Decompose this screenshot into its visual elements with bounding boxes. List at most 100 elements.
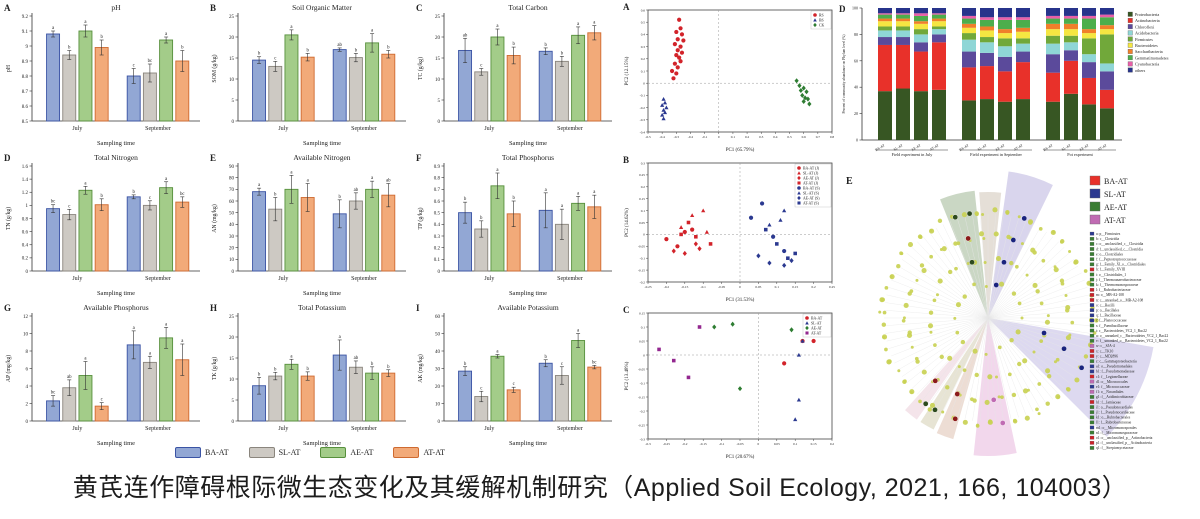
svg-text:25: 25 bbox=[229, 15, 235, 20]
svg-text:20: 20 bbox=[435, 385, 441, 390]
svg-text:a: a bbox=[307, 179, 310, 184]
svg-text:b: b bbox=[464, 197, 467, 202]
svg-text:15: 15 bbox=[229, 57, 235, 62]
svg-text:-0.1: -0.1 bbox=[701, 285, 707, 289]
svg-text:0.3: 0.3 bbox=[434, 235, 441, 240]
svg-text:TC (g/kg): TC (g/kg) bbox=[417, 57, 424, 80]
svg-text:0.15: 0.15 bbox=[792, 285, 798, 289]
svg-text:0.05: 0.05 bbox=[774, 442, 780, 446]
svg-text:c: c bbox=[513, 382, 515, 387]
svg-text:BA-AT: BA-AT bbox=[1042, 143, 1054, 152]
svg-text:t: c__Bacteroidetes_VC2_1_Bac2: t: c__Bacteroidetes_VC2_1_Bac22 bbox=[1096, 329, 1147, 333]
svg-text:-0.25: -0.25 bbox=[644, 285, 651, 289]
svg-text:others: others bbox=[1135, 68, 1146, 73]
svg-text:b: b bbox=[387, 45, 390, 50]
svg-text:a: a bbox=[577, 191, 580, 196]
svg-text:g1: f__Acidimicrobiaceae: g1: f__Acidimicrobiaceae bbox=[1096, 395, 1134, 399]
svg-text:-0.1: -0.1 bbox=[640, 381, 646, 385]
svg-text:0.6: 0.6 bbox=[641, 8, 646, 12]
svg-text:AT-AT: AT-AT bbox=[1104, 216, 1126, 225]
svg-text:SOM (g/kg): SOM (g/kg) bbox=[211, 54, 218, 82]
svg-text:c: c bbox=[274, 56, 276, 61]
panel-e-lefse-cladogram: E BA-AT SL-AT AE-AT AT-AT a: p__Firmicutesb: … bbox=[846, 171, 1168, 457]
svg-text:10: 10 bbox=[435, 78, 441, 83]
svg-text:a: a bbox=[545, 188, 548, 193]
svg-text:ab: ab bbox=[354, 188, 359, 193]
svg-text:0: 0 bbox=[232, 120, 235, 125]
svg-text:0.2: 0.2 bbox=[641, 57, 646, 61]
svg-text:0.4: 0.4 bbox=[22, 244, 29, 249]
svg-text:o1: o__unclassified_p__Actinob: o1: o__unclassified_p__Actinobacteria bbox=[1096, 436, 1153, 440]
panel-b-som-chart: Soil Organic Matter B 0 5 10 15 20 25 SOM (g/kg)… bbox=[210, 3, 406, 147]
svg-text:5: 5 bbox=[232, 99, 235, 104]
svg-text:AE-AT: AE-AT bbox=[911, 143, 923, 152]
svg-text:July: July bbox=[484, 276, 494, 282]
pca-plots: A -0.5 -0.4 -0.3 -0.2 -0.1 0 0.1 0.2 0.3 0.4 0.5 0.6… bbox=[622, 0, 838, 465]
svg-text:AE-AT (S): AE-AT (S) bbox=[803, 197, 820, 201]
svg-text:g: f__Family_XI_o__Clostridial: g: f__Family_XI_o__Clostridiales bbox=[1096, 263, 1146, 267]
svg-text:BA-AT: BA-AT bbox=[1104, 177, 1128, 186]
legend-swatch bbox=[393, 447, 420, 458]
svg-text:c: c bbox=[149, 196, 151, 201]
svg-text:0.5: 0.5 bbox=[434, 211, 441, 216]
svg-text:-0.3: -0.3 bbox=[674, 135, 680, 139]
svg-text:Proteobacteria: Proteobacteria bbox=[1135, 12, 1159, 17]
svg-text:Sampling time: Sampling time bbox=[97, 440, 135, 447]
svg-text:d: f__unclassified_c__Clostrid: d: f__unclassified_c__Clostridia bbox=[1096, 247, 1143, 251]
svg-text:AE-AT: AE-AT bbox=[1079, 143, 1091, 152]
svg-text:Sampling time: Sampling time bbox=[303, 140, 341, 147]
svg-text:September: September bbox=[145, 426, 171, 432]
svg-text:-0.15: -0.15 bbox=[700, 442, 707, 446]
svg-text:PC2 (13.48%): PC2 (13.48%) bbox=[625, 361, 630, 390]
svg-text:30: 30 bbox=[435, 367, 441, 372]
svg-text:15: 15 bbox=[435, 57, 441, 62]
svg-text:n: c__unranked_o__MB-A2-108: n: c__unranked_o__MB-A2-108 bbox=[1096, 298, 1143, 302]
svg-text:July: July bbox=[72, 426, 82, 432]
legend-swatch bbox=[248, 447, 275, 458]
svg-text:c: c bbox=[480, 64, 482, 69]
panel-a-ph-chart: pH A 8.5 8.6 8.7 8.8 8.9 9 9.1 9.2 pH a b a b July c bc a b… bbox=[4, 3, 200, 147]
svg-text:AN (mg/kg): AN (mg/kg) bbox=[211, 204, 218, 233]
svg-text:b: b bbox=[512, 42, 515, 47]
svg-text:50: 50 bbox=[229, 211, 235, 216]
svg-text:D: D bbox=[4, 153, 11, 163]
svg-text:b: b bbox=[258, 52, 261, 57]
svg-text:15: 15 bbox=[229, 357, 235, 362]
svg-text:0.7: 0.7 bbox=[816, 135, 821, 139]
svg-text:H: H bbox=[210, 303, 217, 313]
svg-text:Cyanobacteria: Cyanobacteria bbox=[1135, 62, 1159, 67]
svg-text:0.6: 0.6 bbox=[22, 230, 29, 235]
svg-text:-0.2: -0.2 bbox=[640, 280, 646, 284]
svg-text:6: 6 bbox=[26, 367, 29, 372]
svg-text:10: 10 bbox=[229, 78, 235, 83]
svg-text:0: 0 bbox=[232, 270, 235, 275]
panel-d-total-nitrogen-chart: Total Nitrogen D 0 0.2 0.4 0.6 0.8 1 1.2 1.4 1.6 TN… bbox=[4, 153, 200, 297]
svg-text:CK: CK bbox=[819, 24, 825, 28]
panel-i-available-potassium-chart: Available Potassium I 0 10 20 30 40 50 60 AK (mg/… bbox=[416, 303, 612, 447]
svg-text:SL-AT (S): SL-AT (S) bbox=[803, 192, 820, 196]
svg-text:0.1: 0.1 bbox=[641, 325, 646, 329]
svg-text:0.7: 0.7 bbox=[434, 188, 441, 193]
soil-property-bar-charts: pH A 8.5 8.6 8.7 8.8 8.9 9 9.1 9.2 pH a b a b July c bc a b… bbox=[2, 0, 622, 465]
svg-text:b: b bbox=[100, 35, 103, 40]
svg-text:0.05: 0.05 bbox=[755, 285, 761, 289]
svg-text:Sampling time: Sampling time bbox=[509, 440, 547, 447]
svg-text:n1: f__Micromonosporaceae: n1: f__Micromonosporaceae bbox=[1096, 431, 1138, 435]
svg-text:b: b bbox=[464, 362, 467, 367]
svg-text:TP (g/kg): TP (g/kg) bbox=[417, 207, 424, 229]
svg-text:-0.15: -0.15 bbox=[681, 285, 688, 289]
svg-text:100: 100 bbox=[852, 6, 858, 11]
svg-text:B: B bbox=[623, 155, 629, 165]
svg-text:bc: bc bbox=[148, 59, 153, 64]
svg-text:20: 20 bbox=[435, 36, 441, 41]
svg-text:60: 60 bbox=[229, 200, 235, 205]
svg-text:0.8: 0.8 bbox=[22, 217, 29, 222]
svg-text:-0.05: -0.05 bbox=[718, 285, 725, 289]
svg-text:a: a bbox=[290, 354, 293, 359]
svg-text:90: 90 bbox=[229, 165, 235, 170]
svg-text:July: July bbox=[72, 276, 82, 282]
svg-text:a: a bbox=[496, 24, 499, 29]
svg-text:y: c__MD2896: y: c__MD2896 bbox=[1096, 354, 1118, 358]
